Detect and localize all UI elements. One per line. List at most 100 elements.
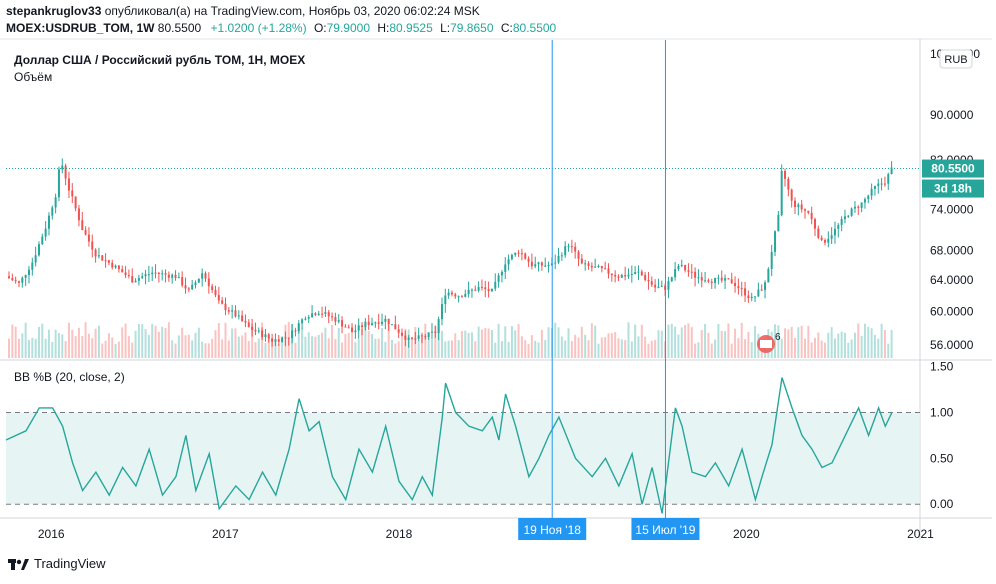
volume-bar [427,337,430,358]
candle-body [224,303,227,311]
candle-body [574,246,577,252]
volume-bar [181,327,184,358]
volume-bar [700,330,703,358]
candle-body [784,170,787,179]
volume-bar [341,342,344,358]
candle-body [514,252,517,255]
time-tick-label: 2021 [907,527,934,541]
candle-body [414,338,417,340]
volume-bar [154,325,157,358]
volume-bar [860,335,863,358]
volume-bar [867,326,870,358]
candle-body [137,278,140,281]
volume-bar [537,342,540,358]
candle-body [171,274,174,278]
candle-body [827,238,830,243]
volume-bar [67,322,70,358]
volume-bar [151,323,154,358]
volume-bar [607,333,610,358]
candle-body [657,286,660,288]
volume-bar [54,329,57,358]
candle-body [87,234,90,242]
volume-bar [437,327,440,358]
candle-body [580,258,583,264]
candle-body [331,316,334,318]
candle-body [207,278,210,287]
candle-body [114,265,117,268]
volume-bar [547,327,550,358]
volume-bar [257,338,260,358]
volume-bar [184,335,187,358]
events-flag-inner [760,340,772,348]
candle-body [164,273,167,275]
author-name[interactable]: stepankruglov33 [6,4,102,18]
footer-brand[interactable]: TradingView [34,556,106,571]
volume-bar [367,331,370,358]
candle-body [74,196,77,209]
volume-bar [344,334,347,358]
volume-bar [570,341,573,358]
candle-body [384,318,387,322]
candle-body [281,337,284,342]
volume-bar [784,328,787,358]
candle-body [261,330,264,338]
volume-bar [807,325,810,358]
candle-body [271,338,274,342]
candle-body [84,230,87,235]
volume-bar [440,330,443,358]
candle-body [187,288,190,290]
volume-bar [81,336,84,358]
volume-bar [794,338,797,358]
volume-bar [650,340,653,358]
volume-bar [687,323,690,358]
candle-body [147,274,150,276]
candle-body [637,271,640,273]
volume-bar [267,337,270,358]
candle-body [594,266,597,268]
volume-bar [424,323,427,358]
volume-bar [837,333,840,358]
candle-body [547,265,550,267]
volume-bar [17,338,20,358]
vertical-marker-badge [631,518,700,540]
last-price-badge-label: 80.5500 [931,162,975,176]
volume-bar [717,324,720,358]
volume-bar [780,338,783,358]
candle-body [277,339,280,342]
volume-bar [584,334,587,358]
candle-body [420,335,423,337]
volume-bar [564,340,567,358]
candle-body [287,337,290,339]
candle-body [191,284,194,290]
candle-body [64,165,67,179]
candle-body [724,278,727,281]
close-label: C: [500,21,513,35]
volume-bar [384,341,387,358]
candle-body [470,289,473,291]
volume-bar [720,330,723,358]
bb-band-layer [6,411,920,505]
candle-body [837,225,840,229]
candle-body [700,277,703,281]
candle-body [387,318,390,325]
volume-bar [710,343,713,358]
candle-body [364,321,367,328]
candle-body [71,190,74,197]
candle-body [644,275,647,280]
volume-bar [391,339,394,358]
candle-body [704,280,707,282]
candle-body [324,312,327,314]
volume-bar [244,332,247,358]
volume-bar [381,328,384,358]
volume-bar [827,332,830,358]
candle-body [394,324,397,330]
candle-body [750,296,753,299]
candle-body [490,288,493,292]
candle-body [37,244,40,256]
candle-body [654,284,657,288]
volume-bar [813,337,816,358]
volume-bar [214,330,217,358]
volume-bar [444,341,447,358]
vertical-lines-layer: 19 Ноя '18 15 Июл '19 [518,40,700,540]
